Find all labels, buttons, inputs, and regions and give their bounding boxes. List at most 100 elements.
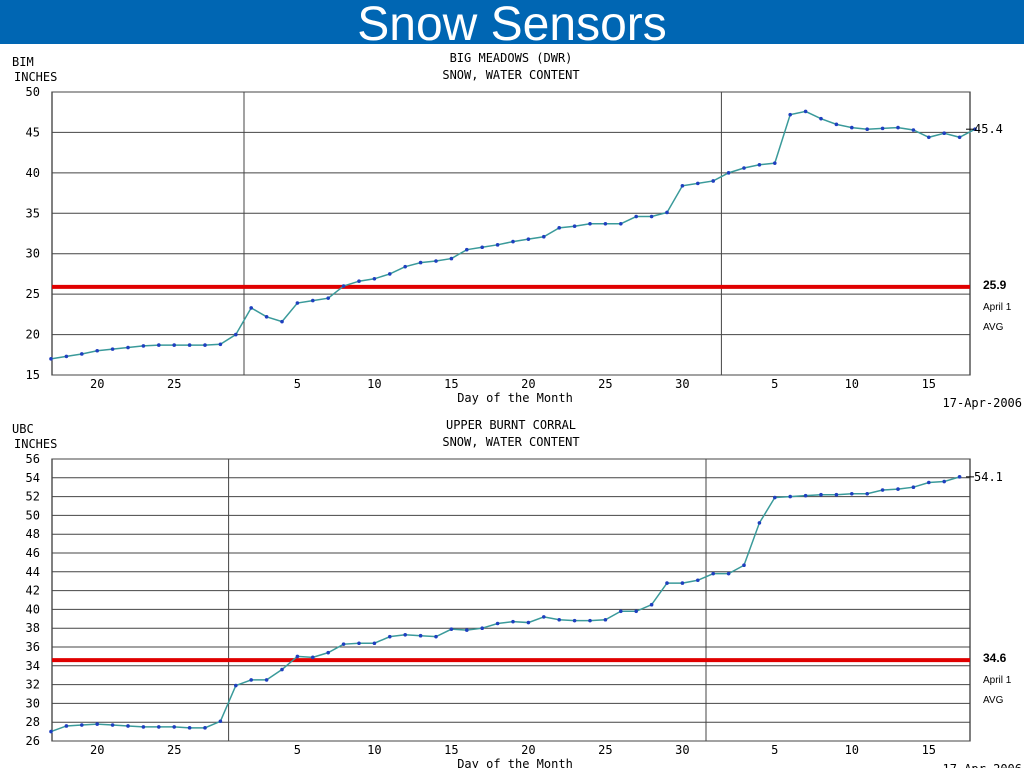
x-tick-label: 5	[771, 377, 778, 391]
data-point	[172, 343, 176, 347]
data-point	[403, 264, 408, 269]
data-point	[388, 634, 392, 639]
x-tick-label: 30	[675, 743, 689, 757]
y-tick-label: 40	[26, 602, 40, 616]
data-point	[711, 179, 715, 183]
data-point	[311, 655, 315, 660]
data-point	[203, 343, 207, 347]
data-point	[726, 171, 731, 175]
station-code: UBC	[12, 422, 34, 436]
y-tick-label: 15	[26, 368, 40, 382]
data-point	[526, 620, 531, 625]
data-point	[834, 122, 839, 127]
data-point	[526, 237, 531, 241]
data-point	[911, 128, 916, 132]
data-point	[680, 581, 685, 585]
data-point	[834, 492, 839, 497]
data-point	[942, 479, 946, 484]
data-point	[388, 272, 392, 276]
data-point	[773, 495, 777, 500]
y-tick-label: 50	[26, 508, 40, 522]
data-point	[742, 166, 746, 170]
data-point	[649, 214, 654, 219]
data-point	[157, 725, 161, 729]
x-tick-label: 10	[845, 743, 859, 757]
x-tick-label: 20	[90, 743, 104, 757]
data-point	[110, 347, 115, 351]
chart-title: SNOW, WATER CONTENT	[442, 435, 579, 449]
data-point	[95, 348, 99, 353]
last-value-label: 45.4	[974, 122, 1003, 136]
data-point	[495, 243, 500, 247]
data-point	[187, 343, 192, 347]
data-point	[588, 618, 592, 623]
data-point	[187, 726, 192, 730]
data-point	[311, 298, 315, 303]
y-tick-label: 42	[26, 584, 40, 598]
y-tick-label: 35	[26, 206, 40, 220]
data-point	[773, 161, 777, 165]
data-point	[788, 494, 792, 499]
data-point	[603, 221, 608, 226]
data-point	[603, 617, 608, 622]
data-point	[680, 183, 685, 188]
data-point	[326, 296, 331, 300]
x-tick-label: 20	[521, 743, 535, 757]
data-point	[141, 725, 146, 729]
x-tick-label: 20	[90, 377, 104, 391]
data-point	[742, 563, 746, 568]
x-tick-label: 10	[367, 743, 381, 757]
x-axis-label: Day of the Month	[457, 391, 573, 405]
data-point	[264, 678, 269, 682]
data-point	[711, 571, 715, 576]
plot-area	[51, 91, 971, 376]
data-point	[357, 279, 361, 284]
data-point	[819, 492, 823, 497]
data-point	[850, 491, 854, 496]
reference-label: April 1	[983, 302, 1012, 313]
y-tick-label: 30	[26, 247, 40, 261]
y-tick-label: 34	[26, 659, 40, 673]
data-point	[542, 615, 546, 619]
data-point	[372, 276, 377, 281]
data-point	[557, 617, 561, 622]
y-tick-label: 56	[26, 452, 40, 466]
data-point	[634, 214, 638, 219]
data-point	[942, 131, 946, 136]
unit-label: INCHES	[14, 70, 57, 84]
data-point	[803, 493, 808, 498]
x-tick-label: 5	[771, 743, 778, 757]
y-tick-label: 20	[26, 328, 40, 342]
x-tick-label: 10	[367, 377, 381, 391]
data-point	[280, 319, 284, 324]
data-point	[418, 633, 423, 638]
data-point	[696, 181, 700, 186]
data-point	[341, 642, 346, 646]
data-point	[973, 127, 977, 131]
data-point	[757, 162, 762, 167]
data-point	[542, 234, 546, 239]
data-point	[911, 485, 916, 490]
data-point	[434, 634, 438, 639]
data-point	[665, 210, 669, 215]
y-tick-label: 38	[26, 621, 40, 635]
last-value-label: 54.1	[974, 470, 1003, 484]
x-tick-label: 25	[167, 743, 181, 757]
y-tick-label: 32	[26, 678, 40, 692]
data-point	[649, 602, 654, 607]
data-point	[326, 650, 331, 655]
plot-area	[51, 458, 971, 742]
data-point	[295, 301, 300, 305]
station-code: BIM	[12, 55, 34, 69]
y-tick-label: 45	[26, 125, 40, 139]
data-point	[619, 609, 623, 614]
x-tick-label: 25	[598, 743, 612, 757]
data-point	[434, 259, 438, 263]
x-tick-label: 5	[294, 377, 301, 391]
chart-title: UPPER BURNT CORRAL	[446, 418, 576, 432]
data-point	[572, 224, 577, 229]
data-point	[880, 488, 885, 492]
data-point	[696, 578, 700, 583]
x-tick-label: 10	[845, 377, 859, 391]
